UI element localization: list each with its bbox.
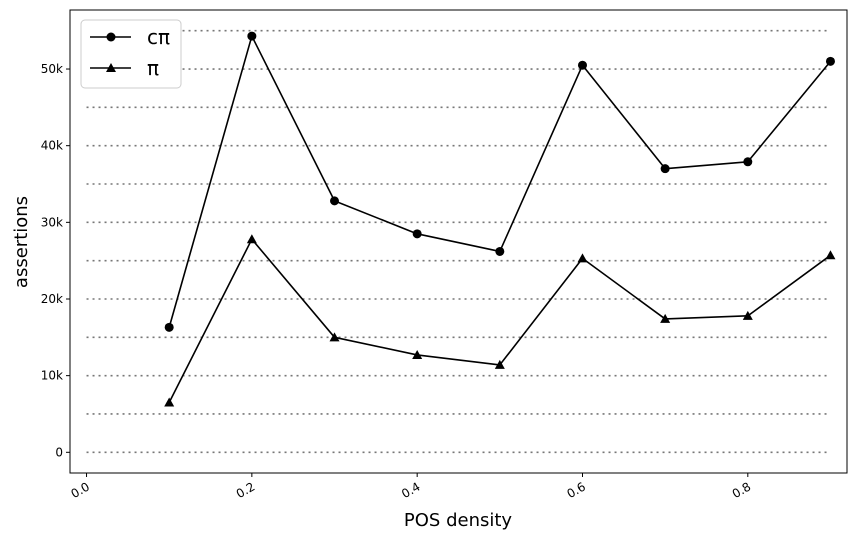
legend-marker-triangle [106, 63, 116, 72]
dotted-reference-lines [86, 29, 831, 454]
x-tick-label-4: 0.8 [730, 479, 754, 501]
series-layer [164, 31, 836, 407]
y-tick-label-2: 20k [41, 292, 63, 306]
y-tick-label-1: 10k [41, 369, 63, 383]
data-point-s2-5 [577, 253, 588, 263]
x-tick-label-1: 0.2 [234, 479, 258, 501]
data-point-s2-7 [742, 310, 753, 320]
data-point-s2-0 [164, 397, 175, 407]
series-line-2 [168, 238, 831, 403]
y-tick-label-4: 40k [41, 139, 63, 153]
y-tick-label-3: 30k [41, 215, 63, 229]
x-axis-ticks: 0.0 0.2 0.4 0.6 0.8 [68, 473, 753, 501]
data-point-s2-2 [329, 332, 340, 342]
x-axis-title: POS density [404, 510, 513, 531]
data-point-s1-5 [577, 60, 587, 70]
data-point-s1-2 [330, 196, 340, 206]
legend-marker-circle [106, 32, 116, 42]
y-tick-label-0: 0 [55, 445, 63, 459]
legend-label-series-2: π [147, 56, 159, 80]
x-tick-label-0: 0.0 [68, 479, 92, 501]
legend: cπ π [80, 19, 182, 89]
data-point-s1-1 [247, 31, 257, 41]
data-point-s2-1 [246, 234, 257, 244]
data-point-s1-0 [164, 322, 174, 332]
x-tick-label-3: 0.6 [564, 479, 588, 501]
data-point-s1-3 [412, 229, 422, 239]
data-point-s2-3 [412, 349, 423, 359]
data-point-s1-8 [825, 56, 835, 66]
data-point-s1-6 [660, 164, 670, 174]
data-point-s1-4 [495, 246, 505, 256]
y-tick-label-5: 50k [41, 62, 63, 76]
plot-frame [69, 9, 848, 474]
y-axis-ticks: 0 10k 20k 30k 40k 50k [41, 62, 70, 459]
data-point-s1-7 [743, 157, 753, 167]
data-point-s2-8 [825, 250, 836, 260]
x-tick-label-2: 0.4 [399, 479, 423, 501]
legend-label-series-1: cπ [147, 25, 170, 49]
series-line-1 [168, 35, 832, 328]
y-axis-title: assertions [11, 196, 32, 288]
data-point-s2-6 [660, 313, 671, 323]
data-point-s2-4 [494, 359, 505, 369]
